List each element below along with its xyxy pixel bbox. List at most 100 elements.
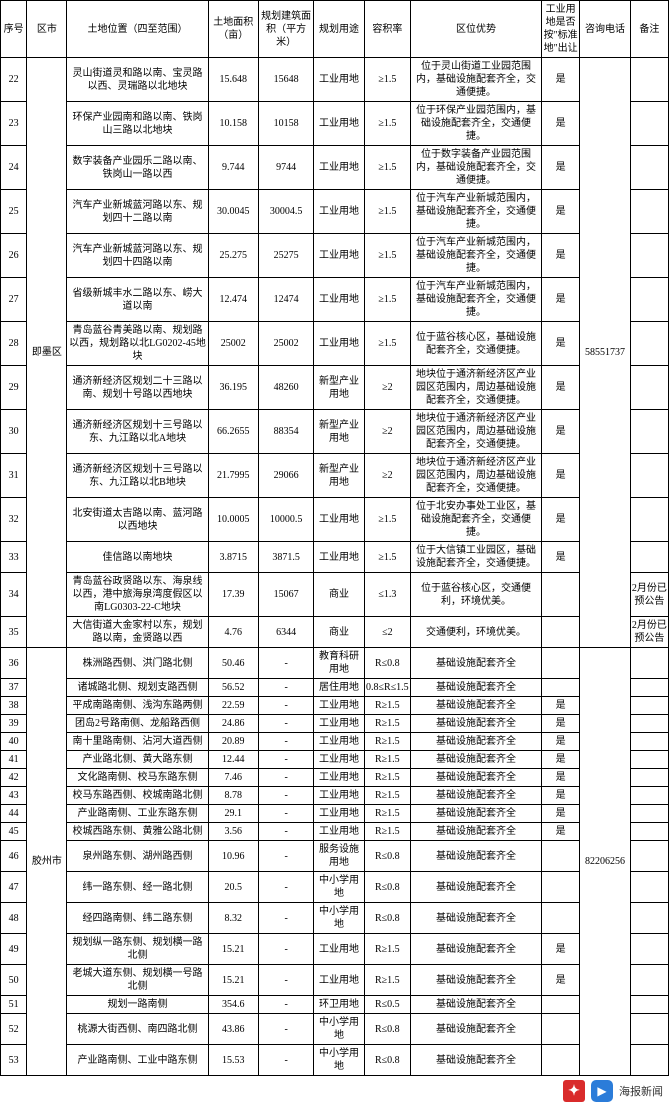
cell-use: 工业用地 bbox=[314, 146, 364, 190]
th-location: 土地位置（四至范围） bbox=[67, 1, 208, 58]
cell-industrial bbox=[542, 996, 580, 1014]
cell-note bbox=[630, 1045, 668, 1076]
cell-advantage: 基础设施配套齐全 bbox=[411, 903, 542, 934]
cell-location: 汽车产业新城蓝河路以东、规划四十二路以南 bbox=[67, 190, 208, 234]
land-table: 序号 区市 土地位置（四至范围） 土地面积（亩） 规划建筑面积（平方米） 规划用… bbox=[0, 0, 669, 1076]
cell-seq: 29 bbox=[1, 366, 27, 410]
cell-industrial: 是 bbox=[542, 805, 580, 823]
cell-note bbox=[630, 872, 668, 903]
cell-location: 规划一路南侧 bbox=[67, 996, 208, 1014]
cell-land-area: 20.5 bbox=[208, 872, 258, 903]
cell-location: 产业路南侧、工业中路东侧 bbox=[67, 1045, 208, 1076]
table-row: 30通济新经济区规划十三号路以东、九江路以北A地块66.265588354新型产… bbox=[1, 410, 669, 454]
th-district: 区市 bbox=[27, 1, 67, 58]
cell-advantage: 位于汽车产业新城范围内，基础设施配套齐全，交通便捷。 bbox=[411, 190, 542, 234]
cell-ratio: R≤0.8 bbox=[364, 841, 410, 872]
cell-ratio: R≤0.8 bbox=[364, 903, 410, 934]
cell-use: 工业用地 bbox=[314, 542, 364, 573]
cell-seq: 26 bbox=[1, 234, 27, 278]
table-row: 40南十里路南侧、沾河大道西侧20.89-工业用地R≥1.5基础设施配套齐全是 bbox=[1, 733, 669, 751]
cell-advantage: 基础设施配套齐全 bbox=[411, 679, 542, 697]
cell-build-area: 15067 bbox=[258, 573, 313, 617]
cell-advantage: 基础设施配套齐全 bbox=[411, 841, 542, 872]
cell-land-area: 15.648 bbox=[208, 58, 258, 102]
cell-industrial: 是 bbox=[542, 58, 580, 102]
cell-ratio: 0.8≤R≤1.5 bbox=[364, 679, 410, 697]
cell-location: 数字装备产业园乐二路以南、铁岗山一路以西 bbox=[67, 146, 208, 190]
cell-land-area: 8.32 bbox=[208, 903, 258, 934]
cell-ratio: ≥1.5 bbox=[364, 146, 410, 190]
cell-build-area: - bbox=[258, 872, 313, 903]
cell-land-area: 36.195 bbox=[208, 366, 258, 410]
th-note: 备注 bbox=[630, 1, 668, 58]
cell-build-area: - bbox=[258, 697, 313, 715]
cell-ratio: R≥1.5 bbox=[364, 697, 410, 715]
cell-land-area: 12.474 bbox=[208, 278, 258, 322]
cell-note bbox=[630, 498, 668, 542]
table-row: 41产业路北侧、黄大路东侧12.44-工业用地R≥1.5基础设施配套齐全是 bbox=[1, 751, 669, 769]
cell-use: 工业用地 bbox=[314, 58, 364, 102]
cell-build-area: - bbox=[258, 841, 313, 872]
cell-advantage: 位于数字装备产业园范围内，基础设施配套齐全，交通便捷。 bbox=[411, 146, 542, 190]
cell-note bbox=[630, 102, 668, 146]
logo-icon-2: ▶ bbox=[591, 1080, 613, 1102]
th-seq: 序号 bbox=[1, 1, 27, 58]
cell-build-area: - bbox=[258, 787, 313, 805]
cell-seq: 44 bbox=[1, 805, 27, 823]
cell-seq: 50 bbox=[1, 965, 27, 996]
cell-advantage: 基础设施配套齐全 bbox=[411, 805, 542, 823]
cell-note bbox=[630, 1014, 668, 1045]
cell-note bbox=[630, 903, 668, 934]
cell-land-area: 20.89 bbox=[208, 733, 258, 751]
cell-seq: 43 bbox=[1, 787, 27, 805]
cell-land-area: 10.96 bbox=[208, 841, 258, 872]
cell-industrial: 是 bbox=[542, 751, 580, 769]
th-tel: 咨询电话 bbox=[580, 1, 630, 58]
cell-ratio: R≤0.8 bbox=[364, 648, 410, 679]
cell-land-area: 3.56 bbox=[208, 823, 258, 841]
cell-industrial: 是 bbox=[542, 823, 580, 841]
table-row: 51规划一路南侧354.6-环卫用地R≤0.5基础设施配套齐全 bbox=[1, 996, 669, 1014]
cell-build-area: - bbox=[258, 715, 313, 733]
cell-industrial: 是 bbox=[542, 965, 580, 996]
cell-note bbox=[630, 454, 668, 498]
cell-build-area: - bbox=[258, 648, 313, 679]
table-row: 33佳信路以南地块3.87153871.5工业用地≥1.5位于大信镇工业园区，基… bbox=[1, 542, 669, 573]
cell-seq: 37 bbox=[1, 679, 27, 697]
cell-note bbox=[630, 146, 668, 190]
cell-location: 纬一路东侧、经一路北侧 bbox=[67, 872, 208, 903]
table-row: 34青岛蓝谷政贤路以东、海泉线以西，港中旅海泉湾度假区以南LG0303-22-C… bbox=[1, 573, 669, 617]
table-row: 22即墨区灵山街道灵和路以南、宝灵路以西、灵瑞路以北地块15.64815648工… bbox=[1, 58, 669, 102]
cell-advantage: 位于蓝谷核心区，基础设施配套齐全，交通便捷。 bbox=[411, 322, 542, 366]
table-row: 42文化路南侧、校马东路东侧7.46-工业用地R≥1.5基础设施配套齐全是 bbox=[1, 769, 669, 787]
cell-location: 校马东路西侧、校城南路北侧 bbox=[67, 787, 208, 805]
cell-advantage: 地块位于通济新经济区产业园区范围内，周边基础设施配套齐全，交通便捷。 bbox=[411, 454, 542, 498]
cell-note bbox=[630, 996, 668, 1014]
logo-icon-1: ✦ bbox=[563, 1080, 585, 1102]
cell-build-area: 25002 bbox=[258, 322, 313, 366]
cell-seq: 40 bbox=[1, 733, 27, 751]
cell-note bbox=[630, 769, 668, 787]
cell-ratio: ≥2 bbox=[364, 366, 410, 410]
footer-brand: 海报新闻 bbox=[619, 1083, 663, 1099]
cell-use: 工业用地 bbox=[314, 697, 364, 715]
cell-industrial: 是 bbox=[542, 697, 580, 715]
cell-ratio: ≥1.5 bbox=[364, 102, 410, 146]
cell-land-area: 8.78 bbox=[208, 787, 258, 805]
cell-ratio: R≤0.8 bbox=[364, 872, 410, 903]
cell-note bbox=[630, 190, 668, 234]
cell-seq: 31 bbox=[1, 454, 27, 498]
cell-use: 工业用地 bbox=[314, 715, 364, 733]
table-row: 48经四路南侧、纬二路东侧8.32-中小学用地R≤0.8基础设施配套齐全 bbox=[1, 903, 669, 934]
th-advantage: 区位优势 bbox=[411, 1, 542, 58]
cell-note bbox=[630, 934, 668, 965]
cell-note bbox=[630, 823, 668, 841]
cell-ratio: R≤0.5 bbox=[364, 996, 410, 1014]
table-row: 29通济新经济区规划二十三路以南、规划十号路以西地块36.19548260新型产… bbox=[1, 366, 669, 410]
cell-land-area: 3.8715 bbox=[208, 542, 258, 573]
cell-location: 通济新经济区规划二十三路以南、规划十号路以西地块 bbox=[67, 366, 208, 410]
cell-advantage: 位于灵山街道工业园范围内，基础设施配套齐全，交通便捷。 bbox=[411, 58, 542, 102]
cell-note bbox=[630, 841, 668, 872]
cell-industrial: 是 bbox=[542, 278, 580, 322]
cell-seq: 47 bbox=[1, 872, 27, 903]
